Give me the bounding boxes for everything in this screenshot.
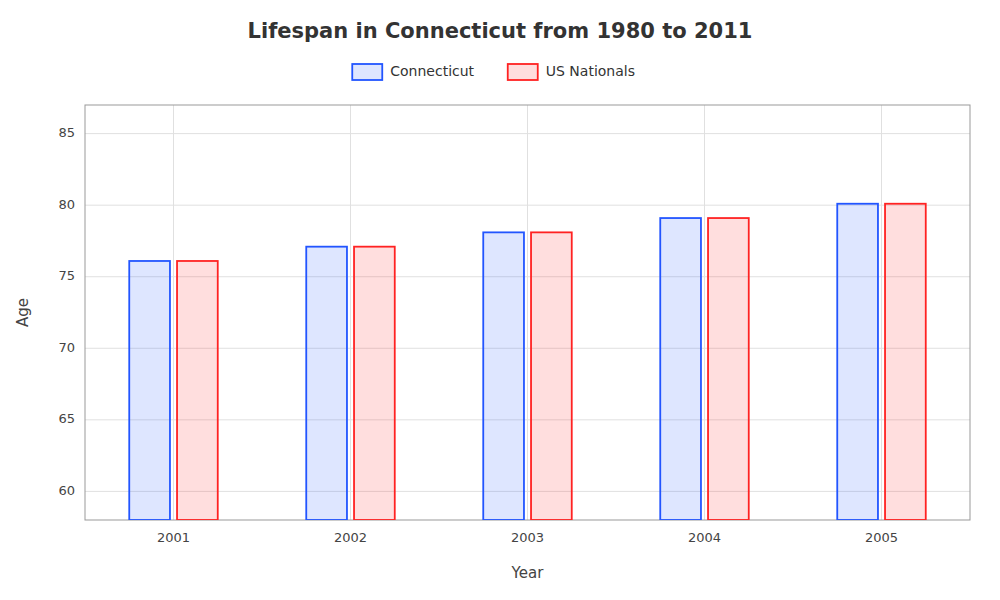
x-tick-label: 2004 (688, 530, 721, 545)
legend-swatch (508, 64, 538, 80)
y-tick-label: 75 (58, 268, 75, 283)
legend: Connecticut US Nationals (352, 63, 635, 80)
y-tick-label: 85 (58, 125, 75, 140)
chart-title: Lifespan in Connecticut from 1980 to 201… (248, 19, 753, 43)
legend-swatch (352, 64, 382, 80)
bar (483, 232, 524, 520)
y-tick-label: 60 (58, 483, 75, 498)
bar (885, 204, 926, 520)
bar (354, 247, 395, 520)
y-tick-label: 80 (58, 197, 75, 212)
y-tick-label: 70 (58, 340, 75, 355)
background (0, 0, 1000, 600)
x-tick-label: 2002 (334, 530, 367, 545)
bar (660, 218, 701, 520)
y-axis-label: Age (14, 298, 32, 327)
x-tick-label: 2003 (511, 530, 544, 545)
x-grid-line (881, 105, 882, 520)
bar (837, 204, 878, 520)
x-tick-label: 2001 (157, 530, 190, 545)
bar (708, 218, 749, 520)
bar (129, 261, 170, 520)
x-tick-label: 2005 (865, 530, 898, 545)
bars (129, 204, 926, 520)
grid (85, 105, 970, 520)
x-axis-label: Year (511, 564, 545, 582)
bar (177, 261, 218, 520)
x-grid-line (350, 105, 351, 520)
legend-label: Connecticut (390, 63, 474, 79)
x-grid-line (704, 105, 705, 520)
x-grid-line (527, 105, 528, 520)
x-grid-line (173, 105, 174, 520)
series (129, 204, 878, 520)
chart-container: 60 65 70 75 80 85 2001 2002 2003 2004 2005 Year Age L… (0, 0, 1000, 600)
series (177, 204, 926, 520)
bar (306, 247, 347, 520)
bar (531, 232, 572, 520)
chart-svg: 60 65 70 75 80 85 2001 2002 2003 2004 2005 Year Age L… (0, 0, 1000, 600)
legend-label: US Nationals (546, 63, 635, 79)
y-tick-label: 65 (58, 411, 75, 426)
plot-frame (85, 105, 970, 520)
